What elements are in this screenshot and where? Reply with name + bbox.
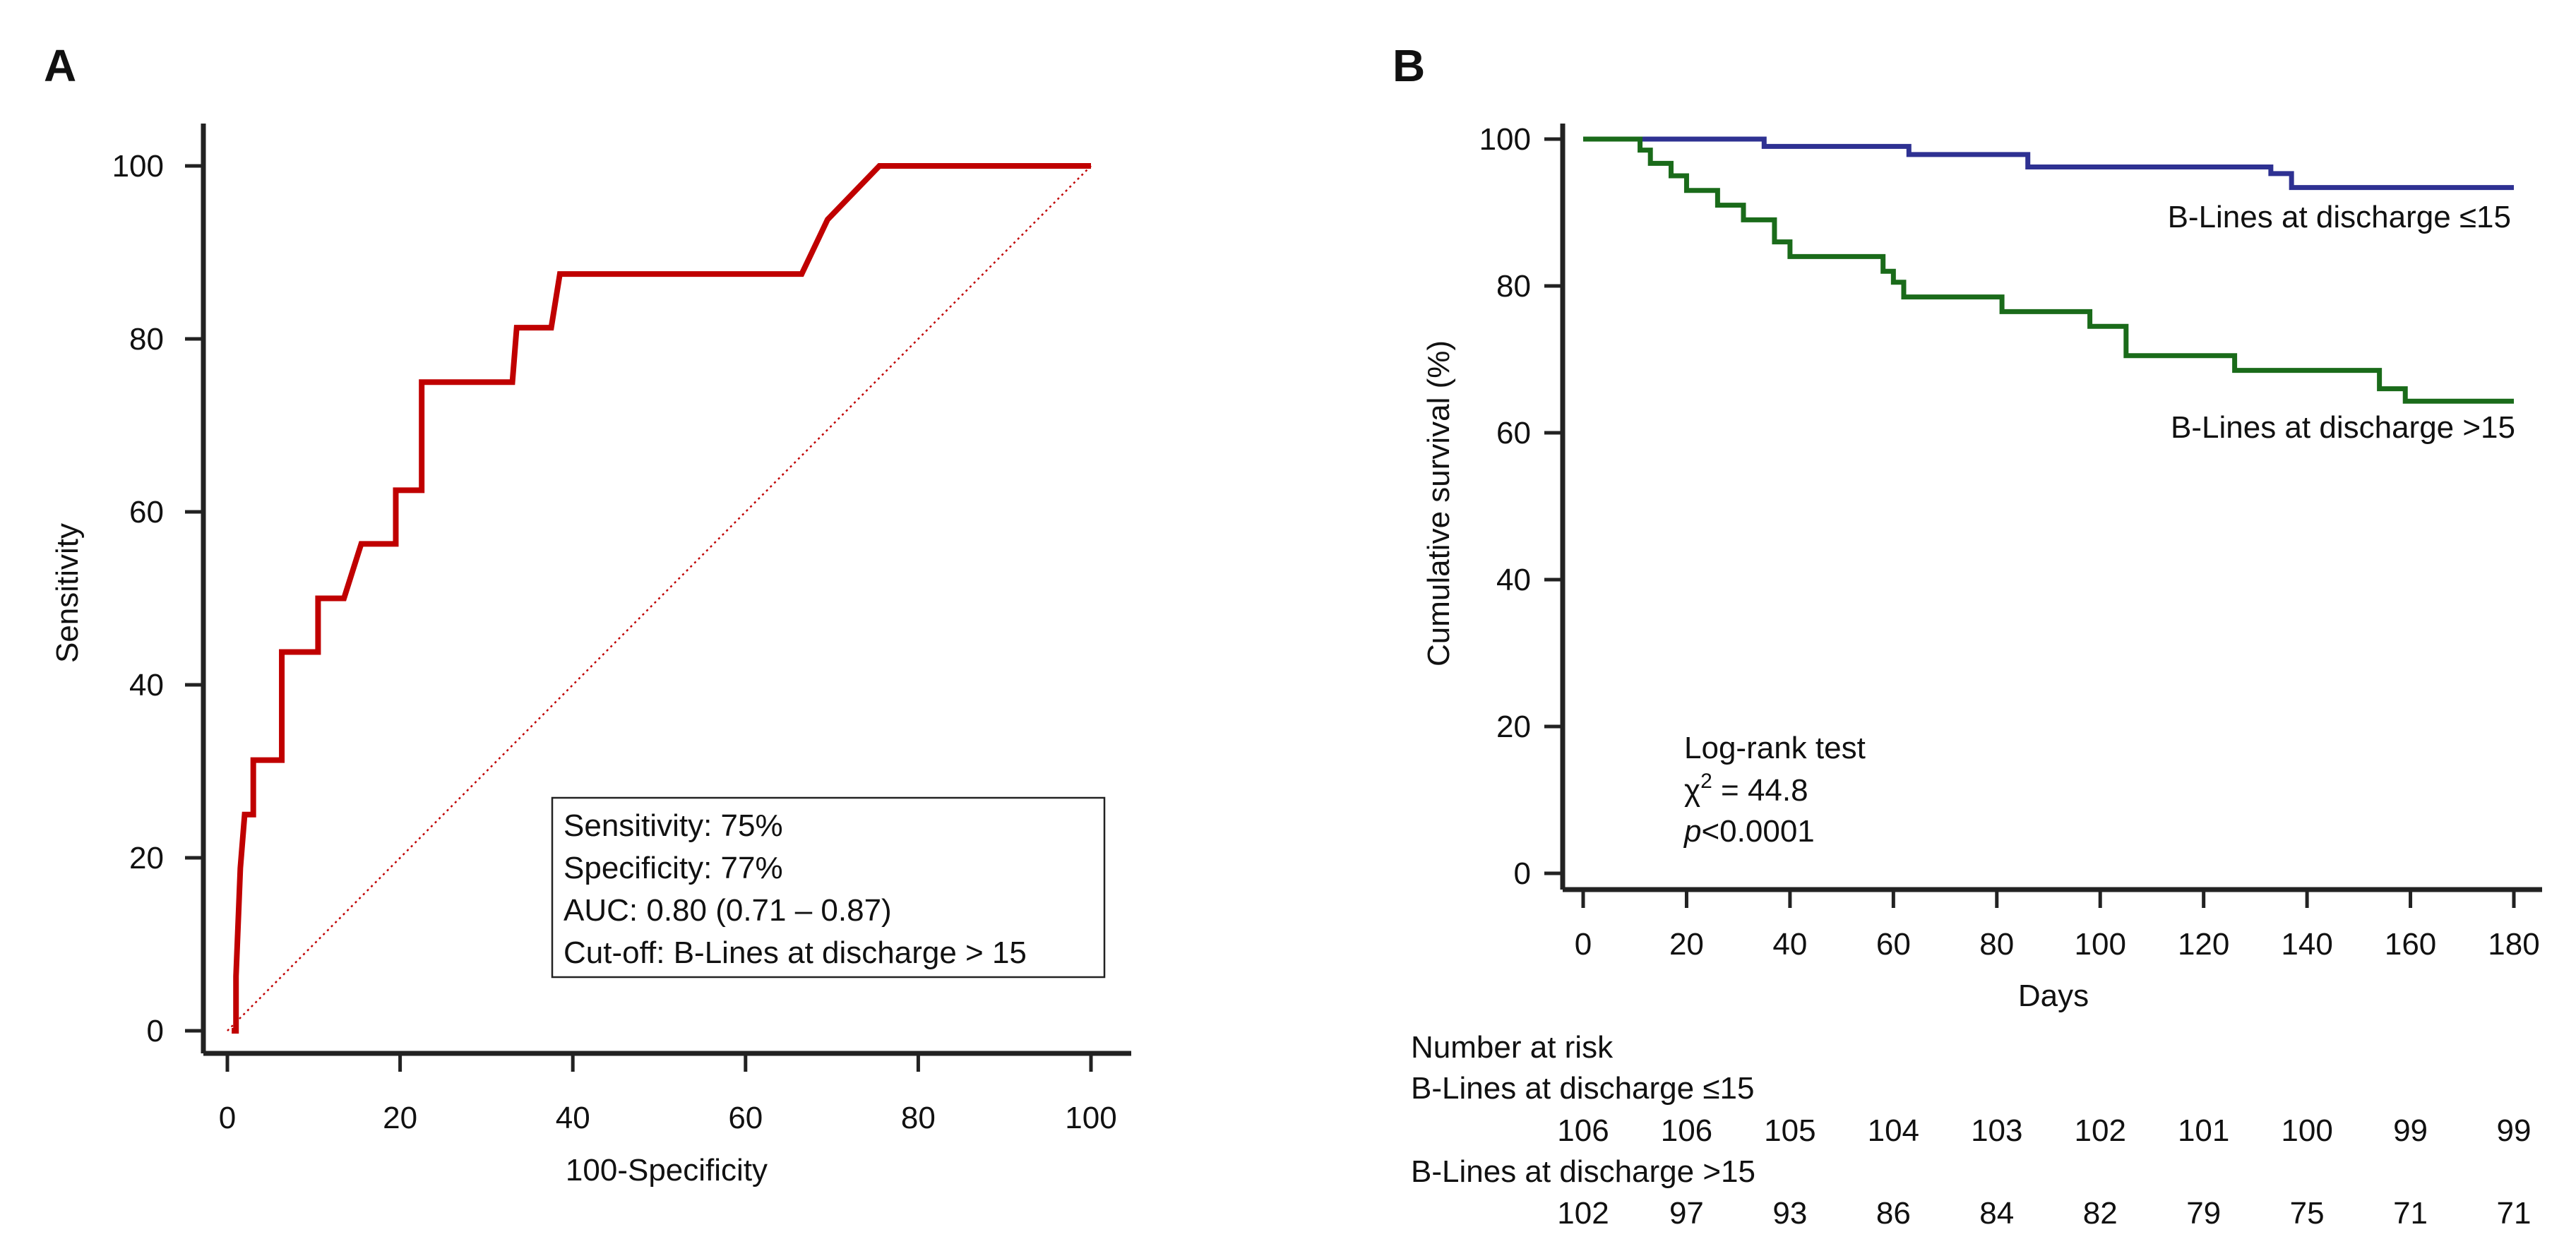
p-value: p<0.0001 [1683, 814, 1815, 849]
panel-b-y-tick-label: 40 [1496, 563, 1531, 597]
panel-b-x-tick-label: 120 [2178, 927, 2229, 962]
risk-count: 103 [1971, 1113, 2022, 1148]
legend-le15: B-Lines at discharge ≤15 [2168, 200, 2511, 234]
panel-a-y-tick-label: 20 [129, 841, 164, 875]
panel-b-label: B [1393, 40, 1425, 91]
risk-count: 71 [2393, 1196, 2428, 1231]
panel-b-x-axis-label: Days [2018, 979, 2089, 1013]
stat-specificity: Specificity: 77% [564, 851, 783, 885]
panel-a-x-tick-label: 100 [1065, 1101, 1116, 1135]
risk-row-gt15: 102 97 93 86 84 82 79 75 71 71 [1557, 1196, 2531, 1231]
panel-a-x-tick-label: 0 [219, 1101, 236, 1135]
panel-b-y-tick-label: 60 [1496, 416, 1531, 450]
risk-row-le15: 106 106 105 104 103 102 101 100 99 99 [1557, 1113, 2531, 1148]
panel-a-x-tick-label: 20 [383, 1101, 417, 1135]
survival-curve-gt15 [1583, 136, 2514, 404]
panel-a-x-tick-label: 60 [728, 1101, 763, 1135]
risk-count: 99 [2497, 1113, 2532, 1148]
panel-a-x-axis-label: 100-Specificity [566, 1153, 768, 1188]
panel-b-x-tick-label: 160 [2385, 927, 2436, 962]
risk-count: 102 [2075, 1113, 2126, 1148]
stat-sensitivity: Sensitivity: 75% [564, 808, 783, 843]
panel-a-y-tick-label: 40 [129, 668, 164, 702]
risk-count: 106 [1661, 1113, 1712, 1148]
panel-a-label: A [44, 40, 76, 91]
panel-a-y-tick-label: 60 [129, 495, 164, 530]
risk-count: 97 [1669, 1196, 1704, 1231]
panel-a-y-tick-label: 0 [147, 1014, 164, 1048]
risk-count: 102 [1557, 1196, 1609, 1231]
log-rank-title: Log-rank test [1684, 731, 1866, 765]
stat-cutoff: Cut-off: B-Lines at discharge > 15 [564, 935, 1027, 970]
panel-b-y-tick-label: 100 [1479, 122, 1531, 157]
risk-count: 100 [2281, 1113, 2332, 1148]
panel-a-y-tick-label: 80 [129, 322, 164, 357]
risk-count: 86 [1876, 1196, 1911, 1231]
panel-a-y-axis-label: Sensitivity [50, 523, 85, 663]
roc-curve-line [232, 163, 1091, 1034]
chi-square-stat: χ2 = 44.8 [1684, 770, 1808, 808]
panel-b-x-tick-label: 140 [2281, 927, 2332, 962]
panel-b-x-tick-label: 0 [1575, 927, 1592, 962]
panel-a-x-ticks: 0 20 40 60 80 100 [219, 1053, 1117, 1135]
panel-b-survival: B 0 20 40 60 80 100 120 140 160 180 020406080100 … [1393, 40, 2542, 1231]
risk-count: 104 [1868, 1113, 1919, 1148]
legend-gt15: B-Lines at discharge >15 [2171, 410, 2515, 445]
risk-count: 99 [2393, 1113, 2428, 1148]
risk-table-title: Number at risk [1411, 1030, 1614, 1065]
panel-b-x-ticks: 0 20 40 60 80 100 120 140 160 180 [1575, 890, 2540, 962]
reference-diagonal-line [227, 165, 1092, 1031]
risk-count: 79 [2186, 1196, 2221, 1231]
risk-count: 93 [1772, 1196, 1807, 1231]
panel-a-y-ticks: 0 20 40 60 80 100 [112, 149, 203, 1048]
risk-count: 105 [1764, 1113, 1815, 1148]
panel-b-y-tick-label: 0 [1514, 856, 1531, 891]
panel-b-y-tick-label: 80 [1496, 269, 1531, 304]
panel-b-x-tick-label: 80 [1979, 927, 2014, 962]
panel-b-x-tick-label: 20 [1669, 927, 1704, 962]
risk-count: 75 [2290, 1196, 2325, 1231]
panel-a-x-tick-label: 40 [556, 1101, 590, 1135]
panel-b-x-tick-label: 60 [1876, 927, 1911, 962]
risk-count: 101 [2178, 1113, 2229, 1148]
panel-b-x-tick-label: 100 [2075, 927, 2126, 962]
panel-b-y-tick-label: 20 [1496, 710, 1531, 744]
risk-count: 84 [1979, 1196, 2014, 1231]
panel-a-roc: A 0 20 40 60 80 100 0 20 40 60 80 100 100-Specific… [44, 40, 1131, 1188]
risk-count: 82 [2083, 1196, 2118, 1231]
panel-b-x-tick-label: 40 [1772, 927, 1807, 962]
panel-b-y-axis-label: Cumulative survival (%) [1421, 340, 1456, 666]
roc-stats-box [551, 796, 1106, 979]
risk-group-label-gt15: B-Lines at discharge >15 [1411, 1154, 1755, 1189]
panel-a-y-tick-label: 100 [112, 149, 164, 184]
panel-b-x-tick-label: 180 [2488, 927, 2539, 962]
panel-a-x-tick-label: 80 [901, 1101, 936, 1135]
risk-count: 71 [2497, 1196, 2532, 1231]
panel-b-y-ticks: 0 20 40 60 80 100 [1479, 122, 1563, 891]
risk-group-label-le15: B-Lines at discharge ≤15 [1411, 1071, 1754, 1106]
stat-auc: AUC: 0.80 (0.71 – 0.87) [564, 893, 892, 928]
survival-curve-le15 [1583, 136, 2514, 191]
risk-count: 106 [1557, 1113, 1609, 1148]
